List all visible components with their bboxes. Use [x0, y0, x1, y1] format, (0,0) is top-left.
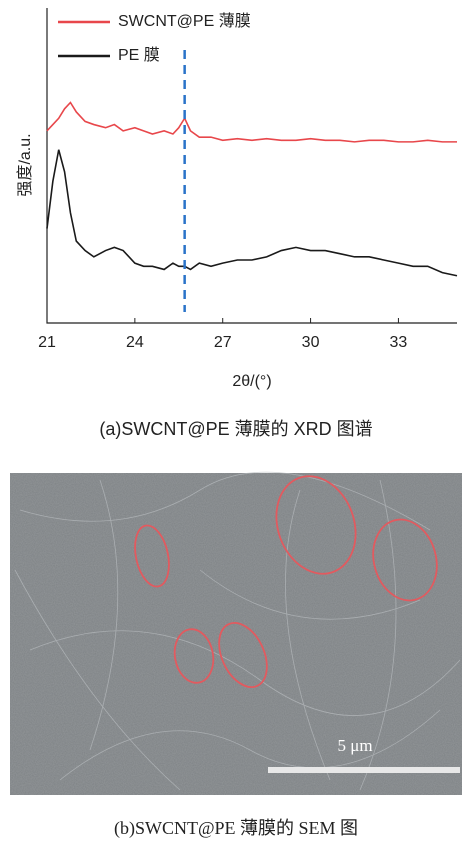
x-axis-label: 2θ/(°): [232, 373, 271, 390]
legend-label: SWCNT@PE 薄膜: [118, 12, 251, 30]
highlight-ellipses: [134, 475, 438, 688]
y-axis-label: 强度/a.u.: [16, 133, 34, 196]
x-tick-label: 27: [214, 334, 232, 351]
caption: (a)SWCNT@PE 薄膜的 XRD 图谱: [99, 419, 372, 439]
data-line: [46, 149, 458, 277]
sem-figure: 5 μm (b)SWCNT@PE 薄膜的 SEM 图: [10, 471, 462, 839]
xrd-chart: 强度/a.u. 2θ/(°) (a)SWCNT@PE 薄膜的 XRD 图谱 21…: [16, 8, 458, 439]
x-tick-label: 21: [38, 334, 56, 351]
legend-label: PE 膜: [118, 46, 160, 64]
caption: (b)SWCNT@PE 薄膜的 SEM 图: [114, 818, 358, 839]
x-tick-label: 33: [390, 334, 408, 351]
scale-bar-label: 5 μm: [337, 736, 372, 755]
data-line: [46, 101, 457, 143]
x-tick-label: 30: [302, 334, 320, 351]
x-tick-label: 24: [126, 334, 144, 351]
scale-bar: [268, 767, 460, 773]
